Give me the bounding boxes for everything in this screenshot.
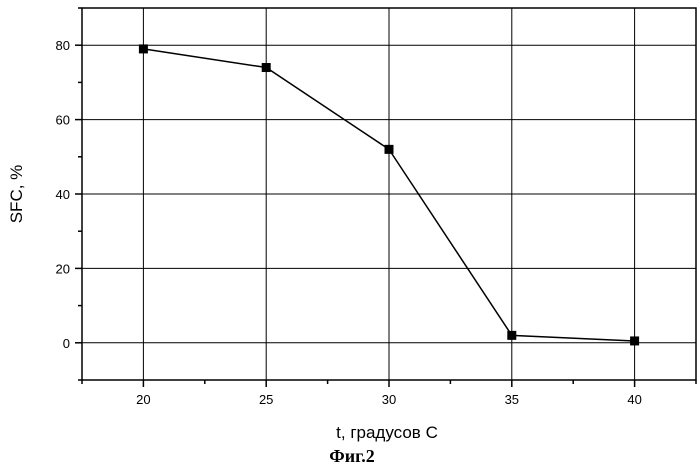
y-tick-label: 20 (56, 261, 70, 276)
x-tick-label: 30 (382, 392, 396, 407)
tick-labels: 20 25 30 35 40 0 20 40 60 80 (56, 38, 642, 407)
grid-lines (82, 8, 696, 380)
x-tick-label: 20 (136, 392, 150, 407)
axis-ticks (75, 7, 697, 387)
series-group (138, 44, 640, 346)
data-point (261, 63, 271, 73)
y-tick-label: 0 (63, 336, 70, 351)
data-point (138, 44, 148, 54)
y-tick-label: 60 (56, 113, 70, 128)
x-tick-label: 25 (259, 392, 273, 407)
data-point (630, 336, 640, 346)
data-point (507, 330, 517, 340)
x-tick-label: 40 (627, 392, 641, 407)
x-tick-label: 35 (505, 392, 519, 407)
x-axis-label: t, градусов C (336, 423, 438, 442)
y-axis-label: SFC, % (7, 165, 26, 224)
figure-caption: Фиг.2 (329, 446, 374, 466)
y-tick-label: 80 (56, 38, 70, 53)
y-tick-label: 40 (56, 187, 70, 202)
data-point (384, 144, 394, 154)
